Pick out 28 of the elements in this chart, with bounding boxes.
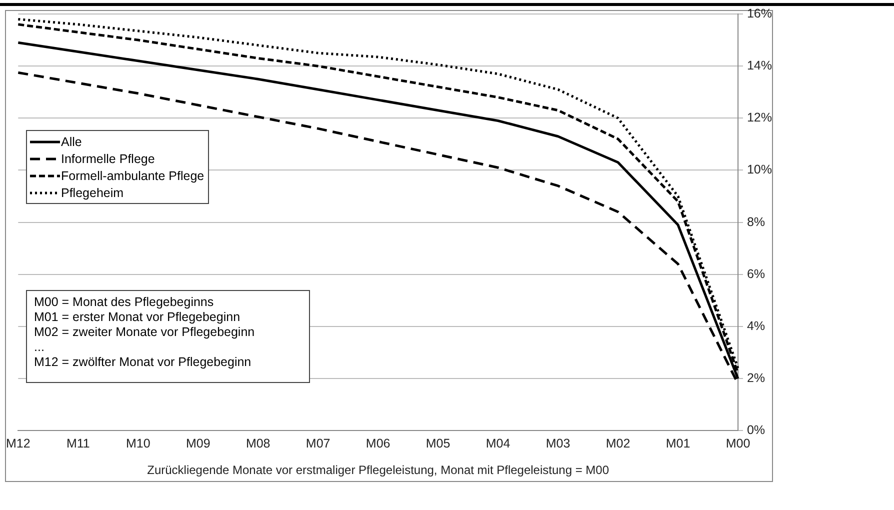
y-tick-label: 14% bbox=[746, 58, 772, 73]
y-tick-label: 0% bbox=[746, 423, 766, 438]
legend-label: Informelle Pflege bbox=[61, 152, 155, 166]
x-tick-label: M00 bbox=[726, 436, 750, 451]
y-tick-label: 16% bbox=[746, 6, 772, 20]
x-tick-label: M06 bbox=[366, 436, 390, 451]
y-tick-label: 10% bbox=[746, 162, 772, 177]
x-axis-title: Zurückliegende Monate vor erstmaliger Pflegeleistung, Monat mit Pflegeleistung = M00 bbox=[147, 463, 610, 478]
x-tick-label: M05 bbox=[426, 436, 450, 451]
x-tick-label: M08 bbox=[246, 436, 270, 451]
y-tick-label: 8% bbox=[746, 214, 766, 229]
x-tick-label: M02 bbox=[606, 436, 630, 451]
x-tick-label: M01 bbox=[666, 436, 690, 451]
note-box: M00 = Monat des Pflegebeginns M01 = erster Monat vor Pflegebeginn M02 = zweiter Monate vor Pflegebeginn ... M12 = zwölfter Monat vor Pflegebeginn bbox=[26, 290, 310, 383]
x-tick-label: M04 bbox=[486, 436, 510, 451]
y-tick-label: 4% bbox=[746, 318, 766, 333]
x-tick-label: M11 bbox=[66, 436, 90, 451]
legend-label: Alle bbox=[61, 134, 82, 148]
legend-label: Pflegeheim bbox=[61, 186, 124, 200]
y-tick-label: 6% bbox=[746, 266, 766, 281]
x-tick-label: M10 bbox=[126, 436, 150, 451]
y-tick-label: 12% bbox=[746, 110, 772, 125]
y-tick-label: 2% bbox=[746, 370, 766, 385]
x-tick-label: M07 bbox=[306, 436, 330, 451]
x-tick-label: M09 bbox=[186, 436, 210, 451]
legend-label: Formell-ambulante Pflege bbox=[61, 168, 204, 182]
x-tick-label: M12 bbox=[6, 436, 30, 451]
x-tick-label: M03 bbox=[546, 436, 570, 451]
